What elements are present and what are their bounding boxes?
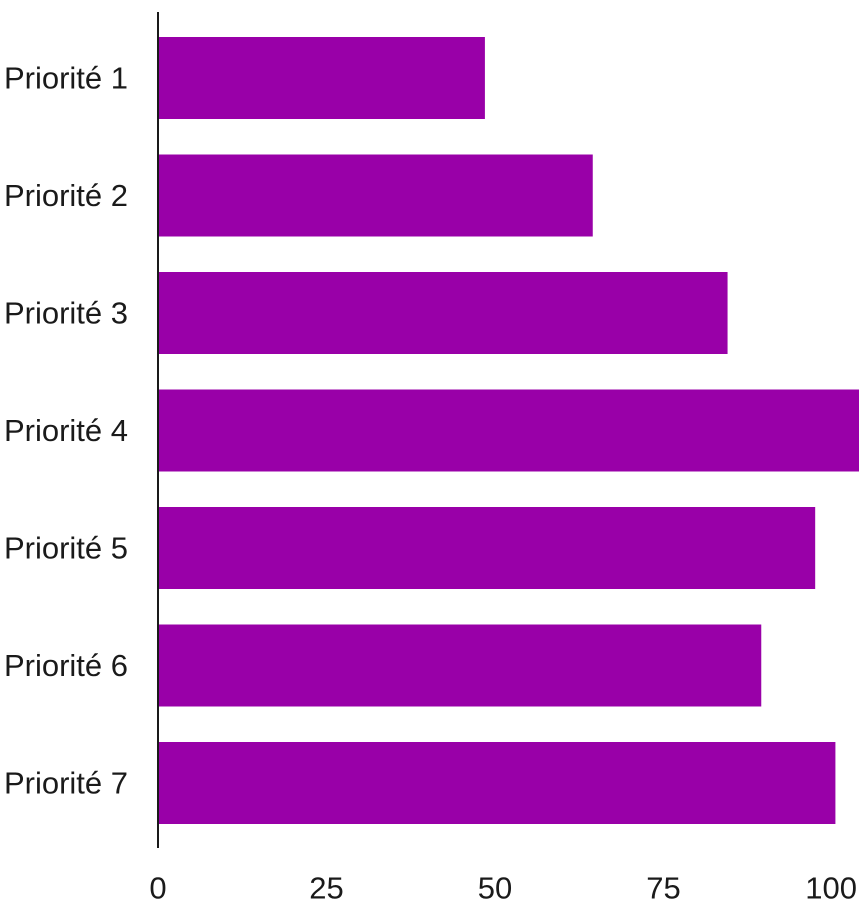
bar-4 — [158, 389, 859, 472]
x-tick-labels-group: 0 25 50 75 100 — [149, 871, 857, 906]
x-tick-label: 75 — [646, 871, 680, 906]
bar-1 — [158, 37, 485, 119]
x-tick-label: 100 — [805, 871, 857, 906]
category-label: Priorité 4 — [4, 413, 128, 448]
bar-6 — [158, 624, 762, 707]
x-tick-label: 25 — [309, 871, 343, 906]
bar-3 — [158, 272, 728, 354]
bar-7 — [158, 742, 836, 824]
category-label: Priorité 7 — [4, 766, 128, 801]
category-label: Priorité 3 — [4, 296, 128, 331]
bar-2 — [158, 154, 593, 237]
category-labels-group: Priorité 1 Priorité 2 Priorité 3 Priorité 4… — [4, 61, 128, 801]
bar-5 — [158, 507, 816, 589]
x-tick-label: 50 — [478, 871, 512, 906]
category-label: Priorité 1 — [4, 61, 128, 96]
category-label: Priorité 2 — [4, 178, 128, 213]
category-label: Priorité 6 — [4, 648, 128, 683]
category-label: Priorité 5 — [4, 531, 128, 566]
bars-group — [158, 37, 859, 824]
x-tick-label: 0 — [149, 871, 166, 906]
